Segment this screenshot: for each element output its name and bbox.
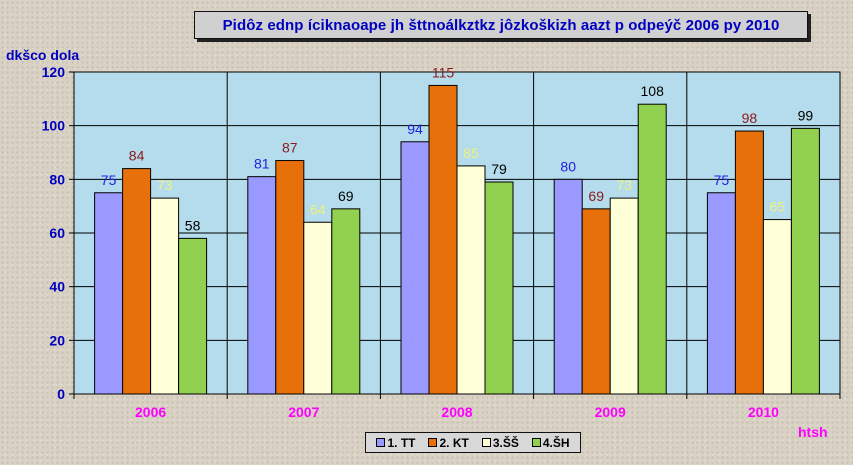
legend-item: 3.ŠŠ [481, 435, 519, 450]
bar-4 [790, 127, 820, 395]
x-tick-label: 2010 [748, 404, 779, 420]
x-tick-label: 2006 [135, 404, 166, 420]
bar-3 [456, 165, 486, 395]
y-tick-label: 120 [42, 64, 66, 80]
legend-item: 2. KT [428, 435, 469, 450]
legend-swatch [428, 438, 438, 447]
legend-label: 1. TT [387, 435, 416, 450]
bar-4 [178, 237, 208, 395]
chart-title: Pidôz ednp íciknaoape jh šttnoálkztkz jô… [194, 11, 808, 39]
y-axis-label: dkšco dola [6, 47, 80, 63]
bar-1 [400, 141, 430, 395]
y-tick-label: 60 [49, 225, 65, 241]
data-label: 79 [491, 161, 507, 177]
data-label: 80 [560, 158, 576, 174]
bar-3 [150, 197, 180, 395]
y-tick-label: 0 [57, 386, 65, 402]
bar-1 [553, 178, 583, 395]
data-label: 108 [641, 83, 665, 99]
bar-4 [484, 181, 514, 395]
legend: 1. TT 2. KT 3.ŠŠ 4.ŠH [365, 432, 581, 453]
data-label: 69 [588, 188, 604, 204]
data-label: 65 [770, 199, 786, 215]
data-label: 94 [407, 121, 423, 137]
data-label: 75 [714, 172, 730, 188]
data-label: 64 [310, 201, 326, 217]
legend-label: 3.ŠŠ [492, 435, 519, 450]
y-tick-label: 40 [49, 279, 65, 295]
data-label: 87 [282, 140, 298, 156]
legend-swatch [531, 438, 541, 447]
bar-3 [303, 221, 333, 395]
bar-2 [122, 168, 152, 395]
data-label: 75 [101, 172, 117, 188]
bar-2 [428, 84, 458, 395]
bar-1 [706, 192, 736, 395]
x-axis-label: htsh [798, 424, 828, 440]
x-tick-label: 2007 [288, 404, 319, 420]
bar-4 [637, 103, 667, 395]
legend-label: 4.ŠH [542, 435, 570, 450]
legend-swatch [481, 438, 491, 447]
x-tick-label: 2008 [441, 404, 472, 420]
data-label: 115 [432, 64, 455, 80]
data-label: 85 [463, 145, 479, 161]
bar-1 [94, 192, 124, 395]
y-tick-label: 20 [49, 332, 65, 348]
data-label: 99 [798, 107, 814, 123]
data-label: 98 [742, 110, 758, 126]
data-label: 84 [129, 148, 145, 164]
y-tick-label: 80 [49, 171, 65, 187]
legend-label: 2. KT [439, 435, 469, 450]
legend-item: 4.ŠH [531, 435, 570, 450]
y-tick-label: 100 [42, 118, 66, 134]
bar-2 [734, 130, 764, 395]
bar-3 [762, 219, 792, 395]
data-label: 58 [185, 217, 201, 233]
data-label: 69 [338, 188, 354, 204]
legend-item: 1. TT [376, 435, 416, 450]
bar-1 [247, 176, 277, 395]
bar-2 [581, 208, 611, 395]
bar-3 [609, 197, 639, 395]
x-tick-label: 2009 [595, 404, 626, 420]
data-label: 73 [157, 177, 173, 193]
legend-swatch [376, 438, 386, 447]
bar-2 [275, 160, 305, 395]
data-label: 81 [254, 156, 270, 172]
data-label: 73 [616, 177, 632, 193]
bar-4 [331, 208, 361, 395]
